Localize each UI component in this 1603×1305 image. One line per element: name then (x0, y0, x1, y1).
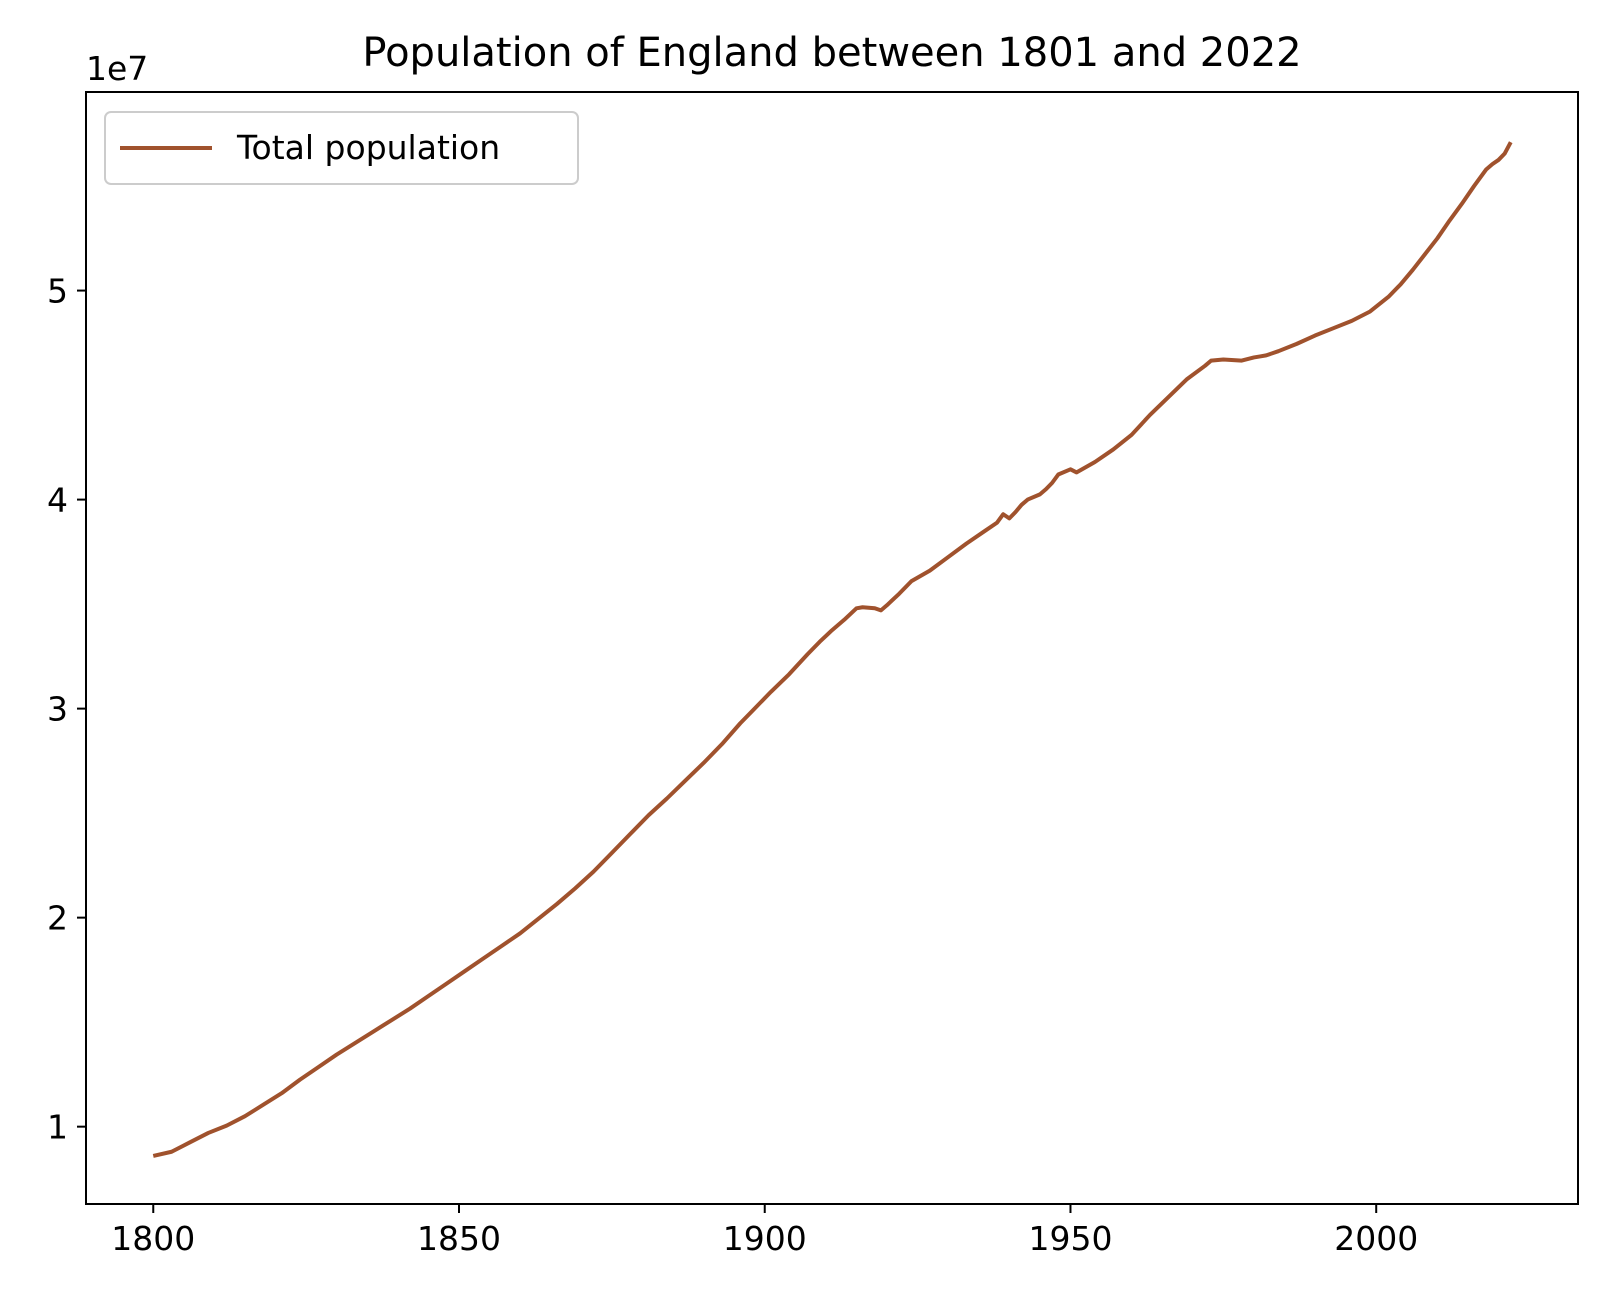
axes-frame (85, 91, 1579, 1205)
x-tick-label: 1800 (111, 1219, 195, 1258)
x-tick-label: 1850 (417, 1219, 501, 1258)
legend-box (104, 111, 579, 185)
legend: Total population (104, 111, 579, 185)
y-tick-label: 4 (47, 481, 68, 520)
plot-area (152, 141, 1513, 1158)
legend-label: Total population (236, 128, 500, 167)
x-tick-label: 1950 (1028, 1219, 1112, 1258)
y-tick-label: 2 (47, 899, 68, 938)
x-tick-label: 1900 (723, 1219, 807, 1258)
y-tick-label: 1 (47, 1108, 68, 1147)
y-axis-offset-label: 1e7 (86, 49, 148, 88)
chart-title: Population of England between 1801 and 2… (362, 30, 1301, 76)
x-tick-label: 2000 (1334, 1219, 1418, 1258)
y-tick-label: 3 (47, 690, 68, 729)
y-tick-label: 5 (47, 272, 68, 311)
series-line-0 (152, 141, 1513, 1158)
axes: 1800 1850 1900 1950 2000 1 2 3 4 5 (47, 91, 1579, 1258)
